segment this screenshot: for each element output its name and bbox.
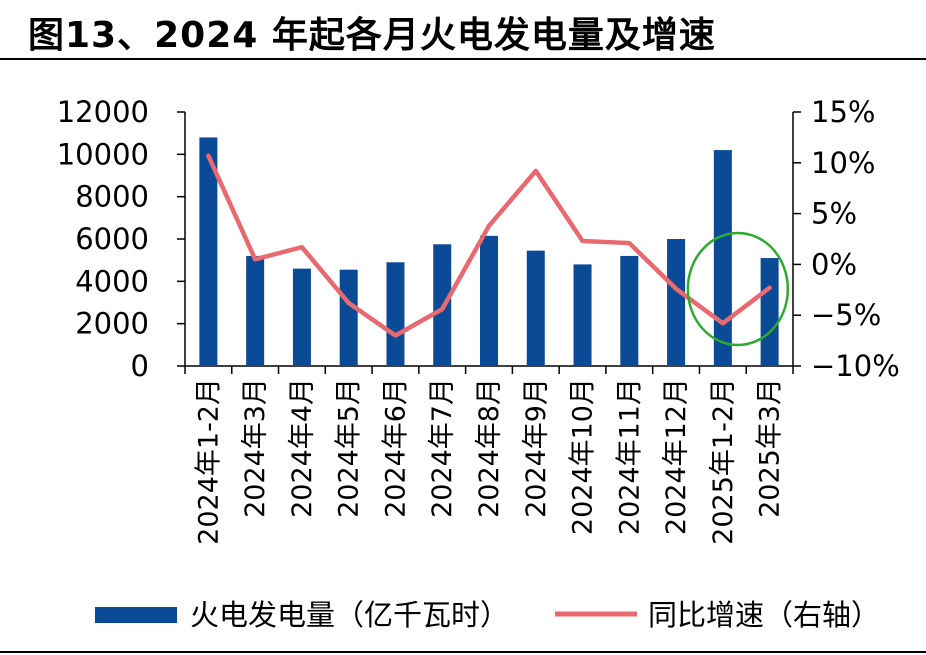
y-left-tick-label: 10000 xyxy=(57,137,149,171)
bar xyxy=(620,255,639,366)
y-right-tick-label: 10% xyxy=(811,146,875,180)
chart-title: 图13、2024 年起各月火电发电量及增速 xyxy=(28,15,716,56)
bar xyxy=(292,268,311,366)
y-left-tick-label: 2000 xyxy=(75,307,149,341)
y-left-tick-label: 12000 xyxy=(57,95,149,129)
legend-bar-label: 火电发电量（亿千瓦时） xyxy=(190,598,509,632)
bar xyxy=(526,250,545,366)
bar xyxy=(199,137,218,366)
growth-line xyxy=(206,153,772,338)
y-left-tick-label: 8000 xyxy=(75,180,149,214)
bar xyxy=(667,239,686,366)
x-tick-label: 2025年1-2月 xyxy=(708,378,739,545)
highlight-circle xyxy=(686,231,790,347)
x-tick-label: 2024年11月 xyxy=(614,378,645,535)
x-tick-label: 2024年1-2月 xyxy=(193,378,224,545)
bottom-rule xyxy=(0,651,926,653)
y-right-tick-label: 15% xyxy=(811,95,875,129)
bar xyxy=(713,150,732,366)
x-tick-label: 2024年6月 xyxy=(380,378,411,518)
x-tick-label: 2025年3月 xyxy=(755,378,786,518)
x-tick-label: 2024年10月 xyxy=(568,378,599,535)
bar xyxy=(760,258,779,366)
title-rule xyxy=(0,58,926,60)
bar xyxy=(246,255,265,366)
legend-line-label: 同比增速（右轴） xyxy=(648,598,880,632)
y-right-tick-label: −5% xyxy=(811,298,881,332)
x-tick-label: 2024年5月 xyxy=(334,378,365,518)
bar xyxy=(339,269,358,366)
x-tick-label: 2024年4月 xyxy=(287,378,318,518)
bar xyxy=(573,264,592,366)
y-right-tick-label: 0% xyxy=(811,247,857,281)
y-right-tick-label: −10% xyxy=(811,349,900,383)
x-tick-label: 2024年8月 xyxy=(474,378,505,518)
y-left-tick-label: 4000 xyxy=(75,264,149,298)
y-left-tick-label: 6000 xyxy=(75,222,149,256)
bar xyxy=(386,262,405,366)
y-left-tick-label: 0 xyxy=(131,349,149,383)
x-tick-label: 2024年12月 xyxy=(661,378,692,535)
bar xyxy=(480,235,498,366)
x-tick-label: 2024年7月 xyxy=(427,378,458,518)
y-right-tick-label: 5% xyxy=(811,197,857,231)
x-tick-label: 2024年9月 xyxy=(521,378,552,518)
x-tick-label: 2024年3月 xyxy=(240,378,271,518)
legend-bar-swatch xyxy=(95,607,177,623)
